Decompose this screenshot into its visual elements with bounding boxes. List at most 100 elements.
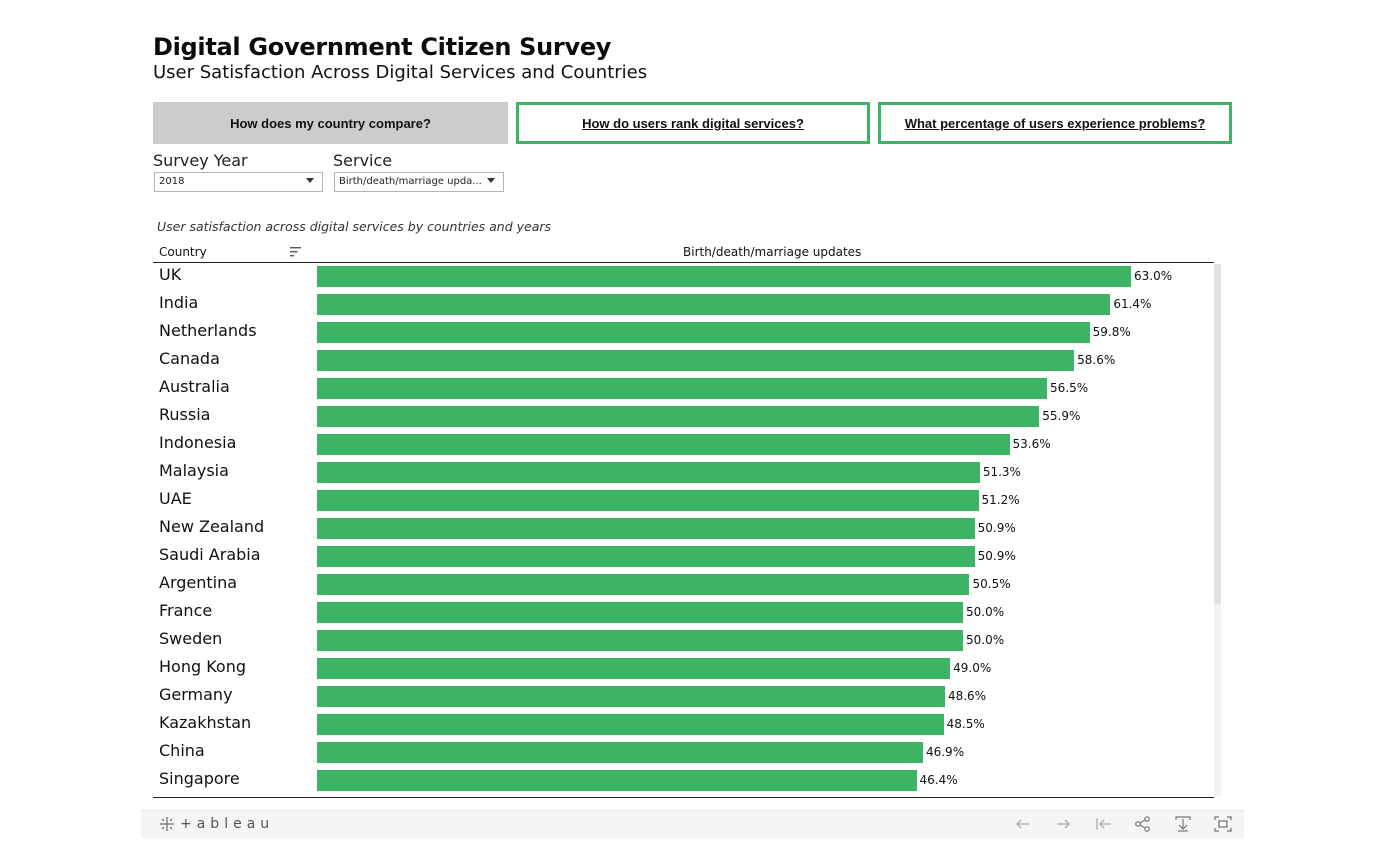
chevron-down-icon bbox=[306, 178, 314, 183]
chevron-down-icon bbox=[487, 178, 495, 183]
service-value: Birth/death/marriage upda... bbox=[339, 176, 482, 187]
table-row[interactable]: Australia 56.5% bbox=[0, 376, 1214, 404]
sort-icon[interactable] bbox=[290, 246, 302, 258]
country-name: India bbox=[159, 293, 199, 312]
share-icon[interactable] bbox=[1134, 815, 1152, 833]
satisfaction-bar[interactable] bbox=[317, 322, 1090, 343]
country-name: Germany bbox=[159, 685, 233, 704]
table-row[interactable]: Hong Kong 49.0% bbox=[0, 656, 1214, 684]
country-column-header: Country bbox=[159, 245, 207, 259]
satisfaction-bar[interactable] bbox=[317, 658, 951, 679]
bar-value-label: 50.9% bbox=[977, 549, 1016, 563]
bar-value-label: 53.6% bbox=[1012, 437, 1051, 451]
satisfaction-bar[interactable] bbox=[317, 602, 964, 623]
table-row[interactable]: Sweden 50.0% bbox=[0, 628, 1214, 656]
header-divider bbox=[153, 262, 1214, 263]
table-row[interactable]: New Zealand 50.9% bbox=[0, 516, 1214, 544]
satisfaction-bar[interactable] bbox=[317, 490, 979, 511]
tableau-logo-text: +ableau bbox=[180, 816, 275, 832]
bar-value-label: 48.5% bbox=[946, 717, 985, 731]
survey-year-value: 2018 bbox=[159, 176, 185, 187]
table-row[interactable]: Kazakhstan 48.5% bbox=[0, 712, 1214, 740]
bar-value-label: 50.0% bbox=[966, 633, 1005, 647]
page-subtitle: User Satisfaction Across Digital Service… bbox=[153, 62, 648, 83]
measure-column-header: Birth/death/marriage updates bbox=[683, 245, 862, 259]
scrollbar-thumb[interactable] bbox=[1214, 264, 1221, 604]
country-name: Russia bbox=[159, 405, 211, 424]
table-row[interactable]: UAE 51.2% bbox=[0, 488, 1214, 516]
service-select[interactable]: Birth/death/marriage upda... bbox=[334, 172, 504, 192]
nav-compare-button[interactable]: How does my country compare? bbox=[153, 102, 508, 144]
bar-value-label: 58.6% bbox=[1077, 353, 1116, 367]
satisfaction-bar[interactable] bbox=[317, 546, 975, 567]
table-row[interactable]: Argentina 50.5% bbox=[0, 572, 1214, 600]
download-icon[interactable] bbox=[1174, 815, 1192, 833]
table-row[interactable]: France 50.0% bbox=[0, 600, 1214, 628]
tableau-logo[interactable]: +ableau bbox=[158, 815, 274, 833]
satisfaction-bar[interactable] bbox=[317, 630, 964, 651]
country-name: UK bbox=[159, 265, 182, 284]
table-row[interactable]: Singapore 46.4% bbox=[0, 768, 1214, 796]
country-name: Netherlands bbox=[159, 321, 257, 340]
bar-value-label: 51.2% bbox=[981, 493, 1020, 507]
table-row[interactable]: Indonesia 53.6% bbox=[0, 432, 1214, 460]
bar-value-label: 48.6% bbox=[947, 689, 987, 703]
table-row[interactable]: Canada 58.6% bbox=[0, 348, 1214, 376]
country-name: Singapore bbox=[159, 769, 240, 788]
table-row[interactable]: India 61.4% bbox=[0, 292, 1214, 320]
satisfaction-bar[interactable] bbox=[317, 434, 1010, 455]
bar-value-label: 51.3% bbox=[982, 465, 1021, 479]
nav-problems-button[interactable]: What percentage of users experience prob… bbox=[878, 102, 1232, 144]
table-row[interactable]: China 46.9% bbox=[0, 740, 1214, 768]
country-name: Saudi Arabia bbox=[159, 545, 261, 564]
table-row[interactable]: UK 63.0% bbox=[0, 264, 1214, 292]
revert-icon[interactable] bbox=[1095, 815, 1113, 833]
country-name: Canada bbox=[159, 349, 220, 368]
bar-value-label: 63.0% bbox=[1134, 269, 1173, 283]
country-name: China bbox=[159, 741, 205, 760]
satisfaction-bar[interactable] bbox=[317, 378, 1048, 399]
satisfaction-bar[interactable] bbox=[317, 770, 917, 791]
country-name: Kazakhstan bbox=[159, 713, 252, 732]
undo-icon[interactable] bbox=[1014, 815, 1032, 833]
chart-title: User satisfaction across digital service… bbox=[157, 219, 552, 234]
page-title: Digital Government Citizen Survey bbox=[153, 33, 612, 61]
country-name: UAE bbox=[159, 489, 192, 508]
table-row[interactable]: Netherlands 59.8% bbox=[0, 320, 1214, 348]
satisfaction-bar[interactable] bbox=[317, 686, 945, 707]
survey-year-label: Survey Year bbox=[153, 151, 248, 170]
fullscreen-icon[interactable] bbox=[1214, 815, 1232, 833]
table-row[interactable]: Russia 55.9% bbox=[0, 404, 1214, 432]
satisfaction-bar[interactable] bbox=[317, 350, 1075, 371]
table-row[interactable]: Saudi Arabia 50.9% bbox=[0, 544, 1214, 572]
footer-divider bbox=[153, 797, 1214, 798]
bar-value-label: 46.9% bbox=[925, 745, 965, 759]
survey-year-select[interactable]: 2018 bbox=[154, 172, 323, 192]
country-name: Hong Kong bbox=[159, 657, 246, 676]
bar-value-label: 50.0% bbox=[966, 605, 1005, 619]
satisfaction-bar[interactable] bbox=[317, 518, 975, 539]
satisfaction-bar[interactable] bbox=[317, 406, 1040, 427]
satisfaction-bar[interactable] bbox=[317, 574, 970, 595]
table-row[interactable]: Germany 48.6% bbox=[0, 684, 1214, 712]
country-name: Sweden bbox=[159, 629, 223, 648]
tableau-cross-icon bbox=[160, 817, 174, 831]
country-name: Indonesia bbox=[159, 433, 237, 452]
satisfaction-bar[interactable] bbox=[317, 266, 1131, 287]
nav-rank-services-button[interactable]: How do users rank digital services? bbox=[516, 102, 870, 144]
country-name: Argentina bbox=[159, 573, 238, 592]
country-name: Australia bbox=[159, 377, 230, 396]
satisfaction-bar[interactable] bbox=[317, 294, 1111, 315]
country-name: France bbox=[159, 601, 213, 620]
redo-icon[interactable] bbox=[1054, 815, 1072, 833]
bar-value-label: 59.8% bbox=[1092, 325, 1131, 339]
bar-chart: UK 63.0% India 61.4% Netherlands 59.8% Canada 5… bbox=[0, 264, 1214, 796]
satisfaction-bar[interactable] bbox=[317, 714, 944, 735]
satisfaction-bar[interactable] bbox=[317, 462, 980, 483]
satisfaction-bar[interactable] bbox=[317, 742, 923, 763]
bar-value-label: 46.4% bbox=[919, 773, 958, 787]
table-row[interactable]: Malaysia 51.3% bbox=[0, 460, 1214, 488]
bar-value-label: 49.0% bbox=[953, 661, 992, 675]
bar-value-label: 61.4% bbox=[1113, 297, 1152, 311]
bar-value-label: 55.9% bbox=[1042, 409, 1081, 423]
